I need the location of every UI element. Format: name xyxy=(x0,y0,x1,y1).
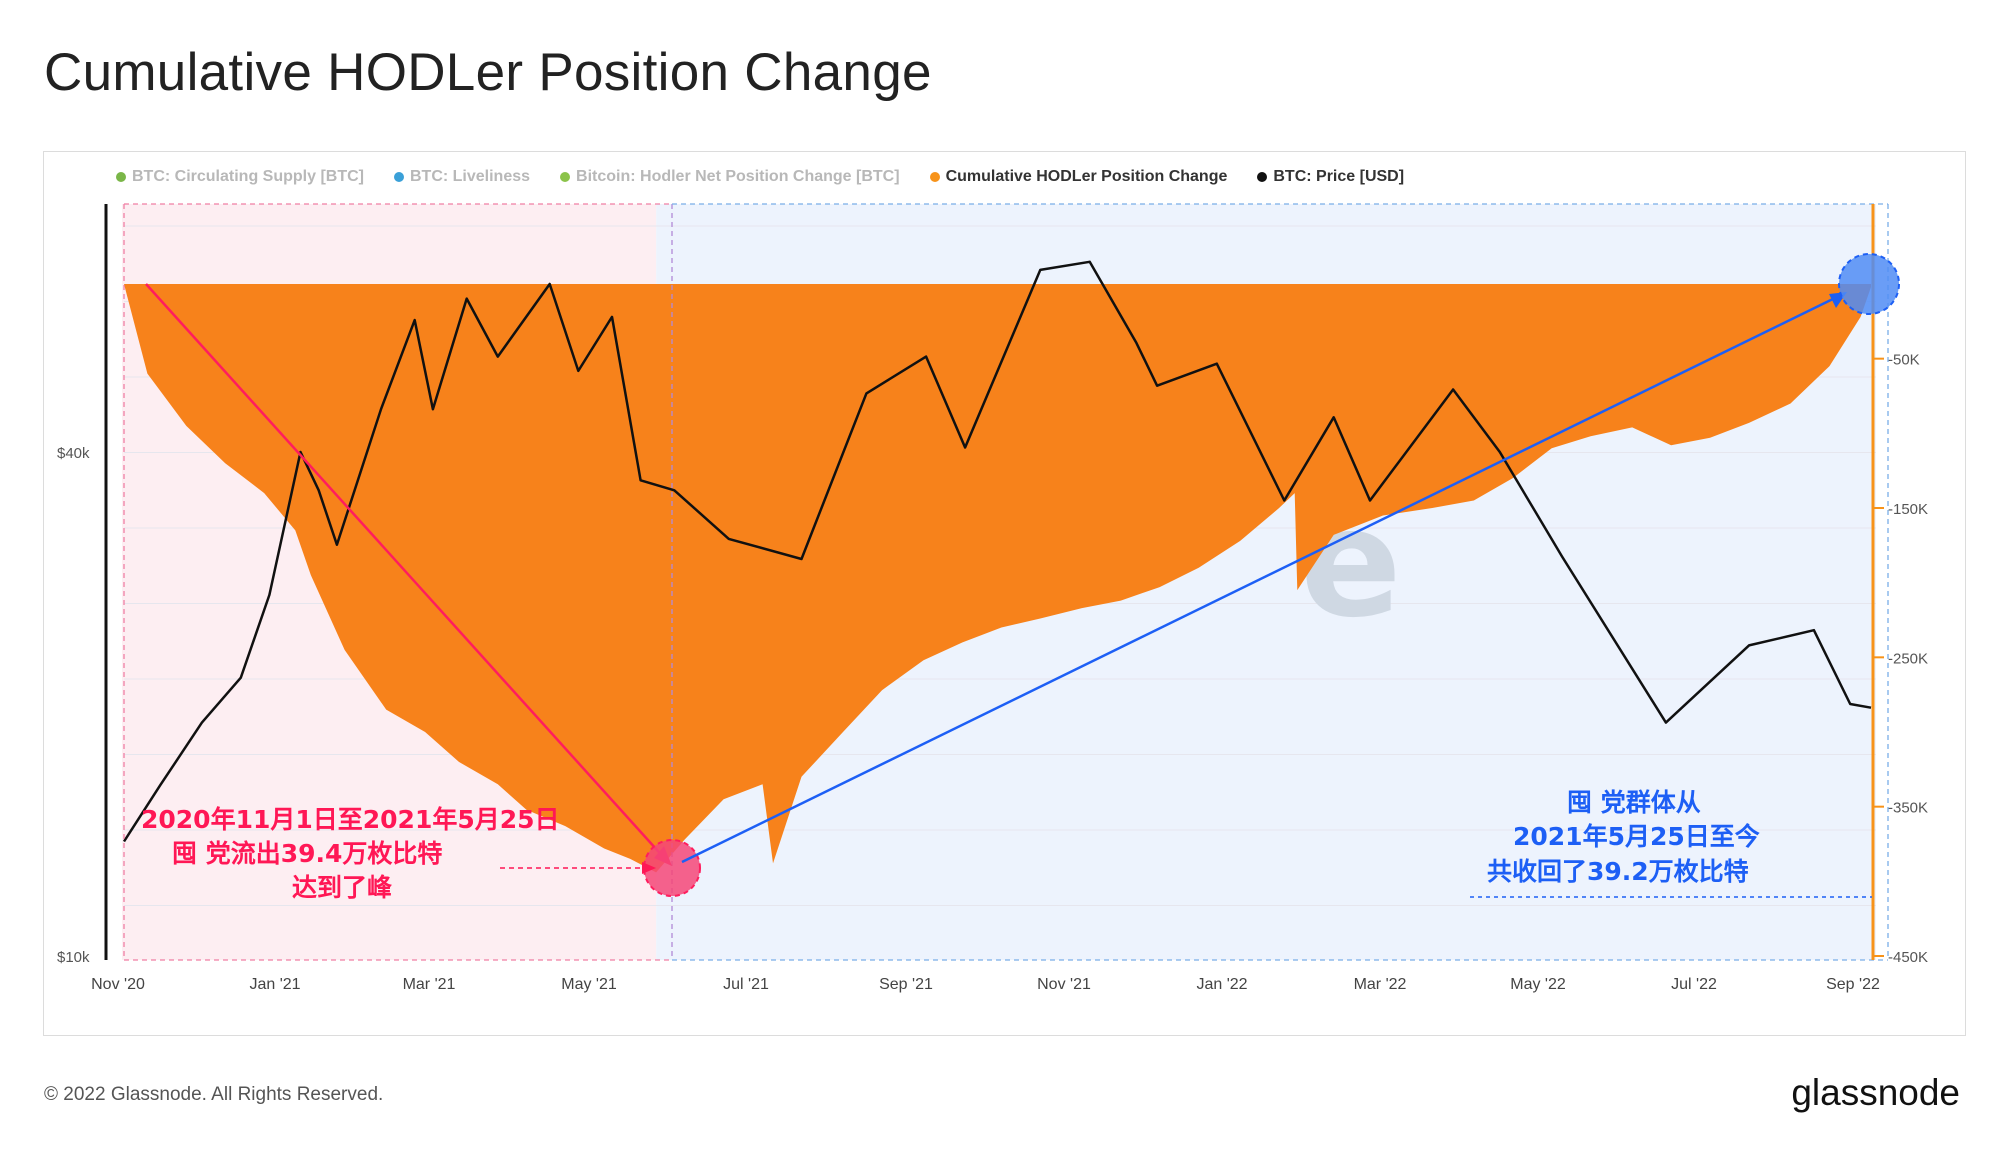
inflow-annotation-line-1: 囤 党群体从 xyxy=(1567,788,1701,817)
legend-dot-icon xyxy=(116,172,126,182)
x-axis-tick-label: May '22 xyxy=(1510,976,1566,993)
right-axis-tick-label: -350K xyxy=(1888,800,1928,817)
outflow-arrow-line xyxy=(145,283,667,861)
footer-copyright: © 2022 Glassnode. All Rights Reserved. xyxy=(44,1084,384,1105)
legend-item-cumulative-hodler[interactable]: Cumulative HODLer Position Change xyxy=(929,168,1228,186)
legend-label: BTC: Price [USD] xyxy=(1273,168,1405,185)
inflow-annotation-line-3: 共收回了39.2万枚比特 xyxy=(1487,857,1749,886)
x-axis-tick-label: Sep '22 xyxy=(1826,976,1880,993)
legend-label: Bitcoin: Hodler Net Position Change [BTC… xyxy=(576,168,900,185)
inflow-arrow-line xyxy=(681,294,1840,864)
legend-dot-icon xyxy=(929,172,940,182)
legend-item-btc-price[interactable]: BTC: Price [USD] xyxy=(1257,168,1404,186)
btc-price-line xyxy=(122,260,1872,843)
outflow-annotation-line-3: 达到了峰 xyxy=(292,873,392,902)
legend-item-circulating-supply[interactable]: BTC: Circulating Supply [BTC] xyxy=(116,168,364,186)
chart-card xyxy=(43,151,1966,1036)
x-axis-tick-label: May '21 xyxy=(561,976,617,993)
outflow-annotation-line-2: 囤 党流出39.4万枚比特 xyxy=(172,839,442,868)
inflow-annotation-line-2: 2021年5月25日至今 xyxy=(1513,822,1760,851)
left-axis-tick-label: $10k xyxy=(57,949,90,966)
legend-dot-icon xyxy=(560,172,571,182)
x-axis-tick-label: Mar '21 xyxy=(403,976,456,993)
x-axis-tick-label: Nov '20 xyxy=(91,976,145,993)
left-axis-tick-label: $40k xyxy=(57,445,90,462)
recovery-marker-circle xyxy=(1838,253,1900,315)
chart-legend: BTC: Circulating Supply [BTC] BTC: Livel… xyxy=(116,168,1404,186)
x-axis-tick-label: Jan '22 xyxy=(1196,976,1247,993)
right-axis-tick-label: -150K xyxy=(1888,501,1928,518)
trough-marker-circle xyxy=(643,839,701,897)
right-axis-tick-label: -250K xyxy=(1888,650,1928,667)
right-axis-tick-label: -450K xyxy=(1888,949,1928,966)
right-axis-tick-label: -50K xyxy=(1888,352,1920,369)
legend-label: Cumulative HODLer Position Change xyxy=(945,168,1228,185)
legend-dot-icon xyxy=(393,172,404,182)
outflow-annotation-line-1: 2020年11月1日至2021年5月25日 xyxy=(141,805,560,834)
x-axis-tick-label: Mar '22 xyxy=(1354,976,1407,993)
cumulative-hodler-area xyxy=(124,284,1871,873)
legend-label: BTC: Liveliness xyxy=(409,168,531,185)
legend-item-liveliness[interactable]: BTC: Liveliness xyxy=(393,168,531,186)
page-title: Cumulative HODLer Position Change xyxy=(44,43,932,102)
x-axis-tick-label: Sep '21 xyxy=(879,976,933,993)
x-axis-tick-label: Jul '22 xyxy=(1671,976,1717,993)
legend-item-hodler-net-position-change[interactable]: Bitcoin: Hodler Net Position Change [BTC… xyxy=(560,168,900,186)
x-axis-tick-label: Jan '21 xyxy=(249,976,300,993)
x-axis-tick-label: Jul '21 xyxy=(723,976,769,993)
glassnode-logo: glassnode xyxy=(1791,1072,1960,1113)
legend-label: BTC: Circulating Supply [BTC] xyxy=(132,168,364,185)
x-axis-tick-label: Nov '21 xyxy=(1037,976,1091,993)
outflow-annotation-leader-head xyxy=(642,862,656,874)
legend-dot-icon xyxy=(1257,172,1268,182)
